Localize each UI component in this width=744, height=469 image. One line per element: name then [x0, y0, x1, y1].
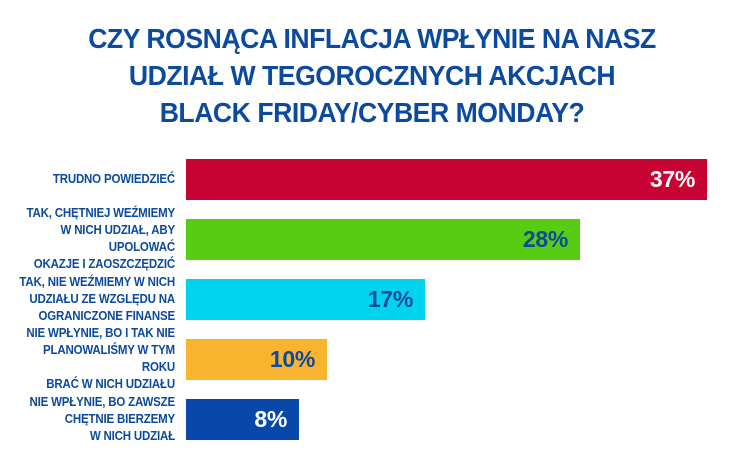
bar: 8%: [186, 398, 299, 440]
category-label: NIE WPŁYNIE, BO ZAWSZE CHĘTNIE BIERZEMY …: [29, 394, 175, 443]
bar-row: TRUDNO POWIEDZIEĆ 37%: [0, 149, 744, 209]
bar: 37%: [186, 158, 707, 200]
value-label: 8%: [254, 405, 287, 432]
category-label: TRUDNO POWIEDZIEĆ: [52, 171, 175, 186]
bar-row: NIE WPŁYNIE, BO I TAK NIE PLANOWALIŚMY W…: [0, 326, 744, 391]
bar-track: 28%: [186, 218, 744, 260]
bar-chart: TRUDNO POWIEDZIEĆ 37% TAK, CHĘTNIEJ WEŹM…: [0, 149, 744, 449]
category-label: TAK, CHĘTNIEJ WEŹMIEMY W NICH UDZIAŁ, AB…: [26, 206, 176, 271]
bar-row: NIE WPŁYNIE, BO ZAWSZE CHĘTNIE BIERZEMY …: [0, 389, 744, 449]
bar-row: TAK, CHĘTNIEJ WEŹMIEMY W NICH UDZIAŁ, AB…: [0, 206, 744, 271]
bar: 17%: [186, 278, 425, 320]
bar-row: TAK, NIE WEŹMIEMY W NICH UDZIAŁU ZE WZGL…: [0, 269, 744, 329]
chart-title: CZY ROSNĄCA INFLACJA WPŁYNIE NA NASZ UDZ…: [88, 23, 656, 128]
value-label: 17%: [367, 285, 413, 312]
category-label: NIE WPŁYNIE, BO I TAK NIE PLANOWALIŚMY W…: [26, 326, 175, 391]
category-label: TAK, NIE WEŹMIEMY W NICH UDZIAŁU ZE WZGL…: [19, 274, 175, 323]
value-label: 37%: [649, 165, 695, 192]
bar-track: 17%: [186, 278, 744, 320]
bar-track: 8%: [186, 398, 744, 440]
bar-track: 10%: [186, 338, 744, 380]
value-label: 10%: [269, 345, 315, 372]
value-label: 28%: [522, 225, 568, 252]
bar-track: 37%: [186, 158, 744, 200]
bar: 10%: [186, 338, 327, 380]
bar: 28%: [186, 218, 580, 260]
